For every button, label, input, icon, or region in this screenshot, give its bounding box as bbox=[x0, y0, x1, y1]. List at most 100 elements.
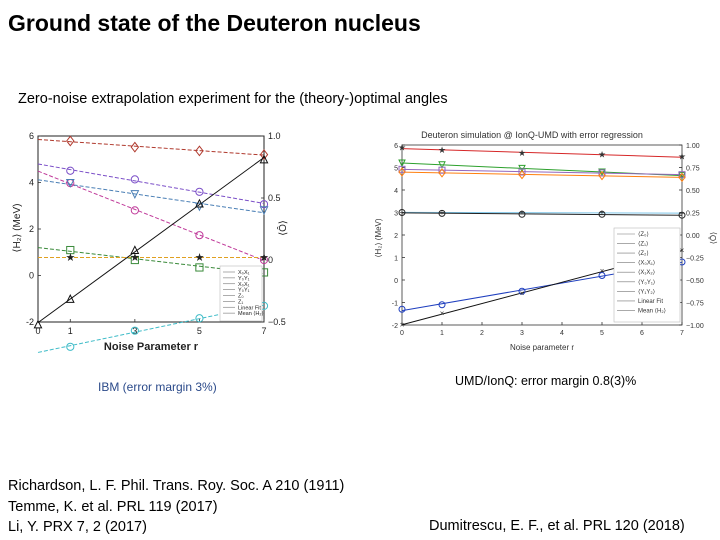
data-point bbox=[130, 141, 140, 153]
y-tick-label: 6 bbox=[394, 143, 398, 150]
fit-line bbox=[401, 212, 683, 216]
data-point: × bbox=[400, 320, 405, 329]
legend-label: ⟨Z₂⟩ bbox=[638, 250, 649, 257]
data-point bbox=[398, 159, 406, 168]
data-point bbox=[678, 211, 686, 219]
y2-tick-label: 0.00 bbox=[686, 233, 700, 240]
fit-line bbox=[37, 179, 265, 214]
data-point bbox=[259, 154, 269, 164]
fit-line bbox=[37, 170, 265, 261]
y-tick-label: -1 bbox=[392, 301, 398, 308]
data-point bbox=[398, 165, 406, 173]
data-point bbox=[398, 305, 406, 313]
data-point bbox=[130, 245, 140, 255]
y2-tick-label: 1.00 bbox=[686, 143, 700, 150]
legend-label: Y₀Y₁ bbox=[238, 288, 250, 294]
legend-label: Z₁ bbox=[238, 299, 243, 305]
y2-tick-label: 0 bbox=[268, 255, 273, 265]
data-point bbox=[66, 135, 75, 147]
x-tick-label: 1 bbox=[68, 326, 73, 336]
ionq-chart: Deuteron simulation @ IonQ-UMD with erro… bbox=[372, 128, 720, 354]
data-point bbox=[259, 255, 269, 265]
data-point: ★ bbox=[65, 252, 75, 264]
data-point: + bbox=[400, 207, 405, 217]
data-point bbox=[598, 272, 606, 279]
x-tick-label: 2 bbox=[480, 330, 484, 337]
data-point: + bbox=[600, 207, 605, 217]
x-tick-label: 0 bbox=[35, 326, 40, 336]
y-tick-label: 4 bbox=[394, 188, 398, 195]
y-tick-label: -2 bbox=[26, 317, 34, 327]
data-point bbox=[130, 190, 140, 199]
data-point: ★ bbox=[438, 145, 446, 155]
data-point bbox=[598, 210, 606, 218]
ibm-caption: IBM (error margin 3%) bbox=[98, 380, 217, 394]
fit-line bbox=[401, 148, 683, 158]
data-point bbox=[438, 168, 446, 178]
legend-label: ⟨Z₁⟩ bbox=[638, 241, 648, 248]
fit-line bbox=[37, 157, 265, 324]
y-tick-label: 6 bbox=[29, 131, 34, 141]
ionq-y2-axis-label: ⟨Ô⟩ bbox=[709, 232, 718, 244]
y2-tick-label: 1.0 bbox=[268, 131, 281, 141]
x-tick-label: 4 bbox=[560, 330, 564, 337]
data-point bbox=[130, 326, 139, 335]
legend-label: Mean ⟨H₂⟩ bbox=[638, 307, 666, 314]
data-point bbox=[259, 149, 269, 161]
data-point: × bbox=[600, 266, 605, 275]
legend-label: Linear Fit bbox=[238, 305, 261, 311]
ionq-y-axis-label: ⟨H₂⟩ (MeV) bbox=[374, 218, 383, 257]
legend-label: ⟨X₀X₁⟩ bbox=[638, 260, 655, 267]
y2-tick-label: −0.5 bbox=[268, 317, 286, 327]
ibm-x-axis-label: Noise Parameter r bbox=[104, 341, 199, 353]
data-point bbox=[195, 263, 204, 272]
legend-label: Y₀Y₁ bbox=[238, 276, 250, 282]
x-tick-label: 5 bbox=[197, 326, 202, 336]
references-left: Richardson, L. F. Phil. Trans. Roy. Soc.… bbox=[8, 476, 344, 538]
data-point bbox=[130, 255, 139, 265]
legend-label: Z₀ bbox=[238, 294, 244, 300]
data-point: × bbox=[680, 246, 685, 255]
reference-item: Richardson, L. F. Phil. Trans. Roy. Soc.… bbox=[8, 478, 345, 494]
data-point bbox=[130, 206, 139, 215]
legend-label: X₀X₁ bbox=[238, 270, 250, 276]
data-point bbox=[195, 145, 204, 157]
data-point: ★ bbox=[678, 151, 686, 161]
data-point: × bbox=[520, 289, 525, 298]
y2-tick-label: 0.75 bbox=[686, 166, 700, 173]
legend-label: ⟨Y₁Y₂⟩ bbox=[638, 288, 655, 295]
data-point bbox=[518, 287, 526, 295]
legend-label: ⟨Z₀⟩ bbox=[638, 231, 649, 238]
y2-tick-label: 0.5 bbox=[268, 193, 281, 203]
data-point bbox=[130, 175, 139, 184]
ionq-chart-title: Deuteron simulation @ IonQ-UMD with erro… bbox=[421, 130, 643, 140]
legend-label: ⟨X₁X₂⟩ bbox=[638, 269, 655, 276]
reference-item: Li, Y. PRX 7, 2 (2017) bbox=[8, 519, 147, 535]
y-tick-label: 0 bbox=[29, 271, 34, 281]
slide-subtitle: Zero-noise extrapolation experiment for … bbox=[18, 91, 448, 107]
y-tick-label: 2 bbox=[29, 224, 34, 234]
fit-line bbox=[37, 138, 265, 156]
fit-line bbox=[401, 171, 683, 178]
data-point: × bbox=[440, 309, 445, 318]
y-tick-label: 4 bbox=[29, 178, 34, 188]
data-point bbox=[195, 231, 204, 240]
y2-tick-label: 0.25 bbox=[686, 211, 700, 218]
data-point bbox=[598, 169, 606, 177]
y-tick-label: 2 bbox=[394, 233, 398, 240]
data-point bbox=[195, 187, 204, 196]
x-tick-label: 6 bbox=[640, 330, 644, 337]
fit-line bbox=[37, 163, 265, 204]
ionq-caption: UMD/IonQ: error margin 0.8(3)% bbox=[455, 374, 637, 388]
x-tick-label: 3 bbox=[520, 330, 524, 337]
data-point bbox=[66, 342, 75, 351]
data-point bbox=[438, 161, 446, 169]
data-point bbox=[65, 179, 75, 188]
data-point bbox=[438, 301, 446, 309]
legend-label: ⟨Y₀Y₁⟩ bbox=[638, 279, 655, 286]
y2-tick-label: −1.00 bbox=[686, 323, 704, 330]
y-tick-label: 0 bbox=[394, 278, 398, 285]
y2-tick-label: −0.50 bbox=[686, 278, 704, 285]
